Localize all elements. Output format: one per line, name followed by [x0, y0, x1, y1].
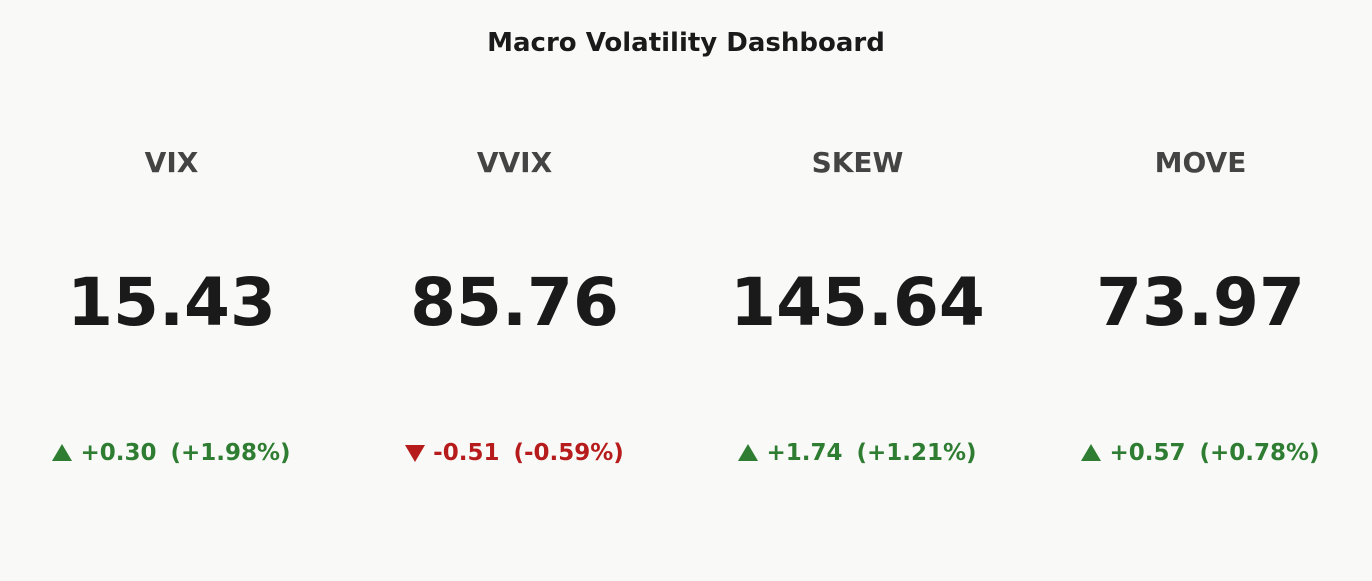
card-label: SKEW	[811, 146, 904, 179]
card: MOVE 73.97 +0.57 (+0.78%)	[1029, 0, 1372, 581]
card-value: 145.64	[730, 264, 985, 341]
card: SKEW 145.64 +1.74 (+1.21%)	[686, 0, 1029, 581]
card-change: +1.74 (+1.21%)	[686, 440, 1029, 466]
change-abs: -0.51	[433, 440, 500, 466]
trend-arrow	[405, 445, 426, 462]
trend-arrow	[738, 444, 759, 461]
card-value: 15.43	[67, 264, 276, 341]
card-change: +0.57 (+0.78%)	[1029, 440, 1372, 466]
change-pct: (-0.59%)	[513, 440, 624, 466]
change-pct: (+1.98%)	[170, 440, 291, 466]
trend-triangle	[52, 444, 73, 461]
card-label: MOVE	[1154, 146, 1247, 179]
card: VIX 15.43 +0.30 (+1.98%)	[0, 0, 343, 581]
change-abs: +0.30	[80, 440, 157, 466]
card-label: VVIX	[476, 146, 553, 179]
change-abs: +0.57	[1109, 440, 1186, 466]
trend-triangle	[738, 444, 759, 461]
trend-triangle	[1081, 444, 1102, 461]
trend-arrow	[52, 444, 73, 461]
card-label: VIX	[144, 146, 199, 179]
card-change: -0.51 (-0.59%)	[343, 440, 686, 466]
change-abs: +1.74	[766, 440, 843, 466]
change-pct: (+1.21%)	[856, 440, 977, 466]
change-pct: (+0.78%)	[1199, 440, 1320, 466]
card: VVIX 85.76 -0.51 (-0.59%)	[343, 0, 686, 581]
trend-arrow	[1081, 444, 1102, 461]
card-change: +0.30 (+1.98%)	[0, 440, 343, 466]
title: Macro Volatility Dashboard	[487, 28, 885, 58]
card-value: 85.76	[410, 264, 619, 341]
card-value: 73.97	[1096, 264, 1305, 341]
trend-triangle	[405, 445, 426, 462]
